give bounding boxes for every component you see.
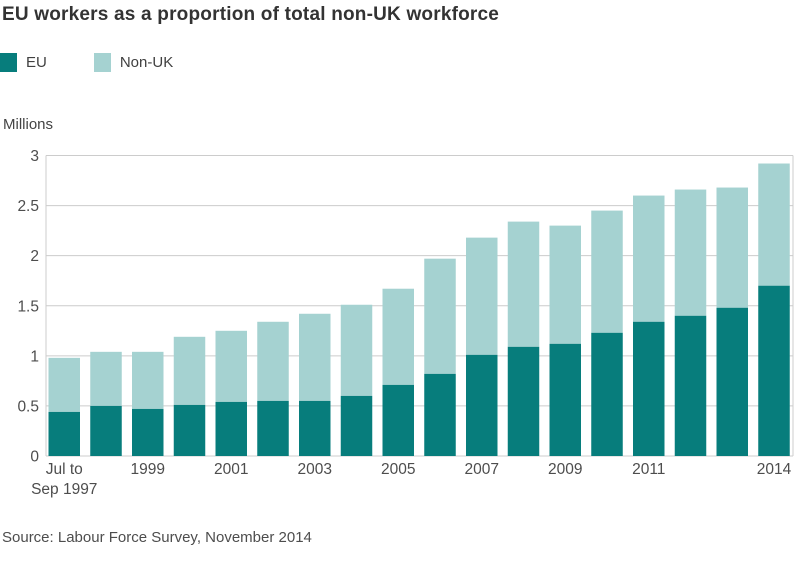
legend: EU Non-UK [0,53,211,72]
source-attribution: Source: Labour Force Survey, November 20… [2,529,312,546]
x-tick-label: Jul to [46,461,83,478]
y-tick-label: 0 [30,449,39,466]
bar-segment-nonuk [132,351,164,409]
bar-segment-nonuk [424,258,456,374]
x-tick-label: 2014 [757,461,792,478]
bar-segment-nonuk [591,210,623,333]
bar-segment-eu [507,346,540,456]
x-tick-label: 2011 [632,461,665,478]
x-tick-label: 2009 [548,461,582,478]
bar-segment-nonuk [48,357,80,412]
y-tick-label: 1 [30,348,39,365]
bar-segment-eu [758,285,790,456]
bar-segment-eu [90,405,122,456]
x-tick-label: 2003 [298,461,332,478]
bar-segment-nonuk [299,313,331,401]
bar-segment-eu [340,395,373,456]
legend-label-eu: EU [26,54,47,71]
bar-segment-eu [591,332,623,456]
bar-segment-eu [257,400,289,456]
legend-item-eu: EU [0,53,47,72]
bar-segment-nonuk [340,304,373,396]
bar-segment-nonuk [215,330,247,402]
x-tick-label: 2001 [214,461,248,478]
y-tick-label: 3 [30,148,39,165]
bar-segment-eu [716,307,748,456]
bar-segment-eu [299,400,331,456]
y-tick-label: 1.5 [17,298,39,315]
bar-segment-nonuk [507,221,540,347]
bar-segment-eu [215,401,247,456]
bar-segment-nonuk [549,225,581,344]
bar-segment-eu [382,384,414,456]
y-tick-label: 2.5 [17,198,39,215]
bar-segment-nonuk [382,288,414,385]
bar-segment-nonuk [633,195,665,322]
bar-segment-eu [466,354,498,456]
bar-segment-eu [48,411,80,456]
bar-segment-nonuk [758,163,790,286]
bar-segment-nonuk [674,189,707,316]
x-tick-label: 2005 [381,461,415,478]
bar-segment-nonuk [173,336,206,405]
bar-segment-eu [674,315,707,456]
x-tick-label: Sep 1997 [31,481,97,498]
bar-segment-nonuk [90,351,122,406]
bar-segment-eu [132,408,164,456]
bar-segment-nonuk [466,237,498,355]
bar-segment-eu [424,373,456,456]
bar-segment-nonuk [257,321,289,401]
legend-swatch-nonuk [93,53,111,72]
bar-segment-eu [633,321,665,456]
chart-title: EU workers as a proportion of total non-… [2,4,500,25]
y-axis-unit-label: Millions [3,116,54,133]
bar-segment-nonuk [716,187,748,308]
x-tick-label: 2007 [465,461,499,478]
legend-swatch-eu [0,53,17,72]
legend-item-nonuk: Non-UK [93,53,174,72]
y-tick-label: 2 [30,248,39,265]
bar-segment-eu [549,343,581,456]
legend-label-nonuk: Non-UK [119,54,174,71]
y-tick-label: 0.5 [17,398,39,415]
bar-segment-eu [173,404,206,456]
x-tick-label: 1999 [131,461,165,478]
